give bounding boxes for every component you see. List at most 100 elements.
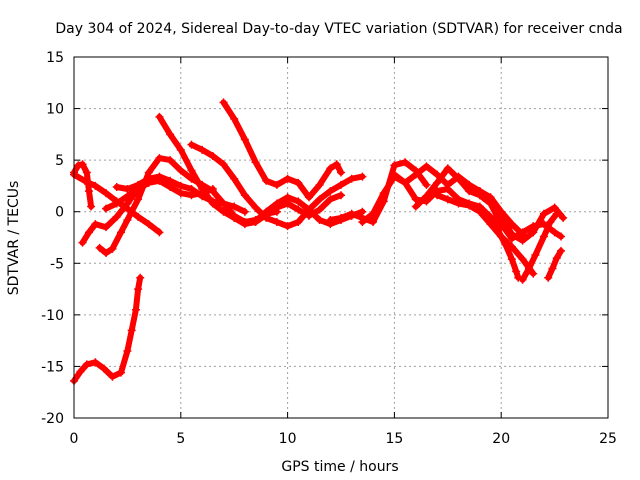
data-point xyxy=(262,176,271,185)
y-tick-label: -20 xyxy=(41,411,64,427)
data-point xyxy=(512,267,521,276)
data-point xyxy=(87,202,96,211)
data-point xyxy=(347,174,356,183)
data-point xyxy=(123,215,132,224)
data-point xyxy=(337,180,345,189)
data-point xyxy=(112,212,121,221)
data-point xyxy=(546,218,555,227)
series-arc-10 xyxy=(219,98,345,202)
data-point xyxy=(187,166,196,175)
data-point xyxy=(315,195,324,204)
data-point xyxy=(358,218,367,227)
data-point xyxy=(127,326,136,335)
data-point xyxy=(422,162,431,171)
x-tick-label: 25 xyxy=(599,431,617,447)
data-point xyxy=(78,238,87,247)
data-point xyxy=(548,264,557,273)
data-point xyxy=(518,236,527,245)
tick-layer: 0 5 10 15 20 25 -20 -15 -10 -5 0 5 10 15 xyxy=(41,50,617,447)
data-point xyxy=(507,230,516,239)
data-point xyxy=(134,285,143,294)
data-point xyxy=(144,220,153,229)
series-arc-19 xyxy=(518,209,561,284)
data-point xyxy=(108,244,117,253)
data-point xyxy=(208,199,217,208)
data-point xyxy=(411,170,420,179)
data-point xyxy=(272,218,281,227)
data-point xyxy=(272,203,281,212)
data-point xyxy=(422,192,431,201)
x-tick-label: 0 xyxy=(70,431,79,447)
x-axis-label: GPS time / hours xyxy=(281,459,398,475)
data-point xyxy=(240,220,249,229)
data-point xyxy=(326,164,335,173)
data-point xyxy=(390,170,399,179)
data-point xyxy=(443,195,452,204)
data-point xyxy=(550,228,559,237)
data-point xyxy=(294,218,303,227)
data-point xyxy=(240,191,249,200)
data-point xyxy=(123,346,132,355)
data-point xyxy=(134,195,143,204)
series-line xyxy=(519,210,560,283)
data-point xyxy=(501,240,510,249)
data-point xyxy=(531,251,540,260)
data-point xyxy=(102,223,111,232)
data-point xyxy=(78,160,87,169)
series-arc-9 xyxy=(187,140,367,231)
data-point xyxy=(155,228,164,237)
data-point xyxy=(123,185,132,194)
data-point xyxy=(155,154,164,163)
data-point xyxy=(486,215,495,224)
data-point xyxy=(433,191,442,200)
data-point xyxy=(337,213,345,222)
data-point xyxy=(230,213,239,222)
data-point xyxy=(166,182,175,191)
data-point xyxy=(443,164,452,173)
data-point xyxy=(529,228,538,237)
data-point xyxy=(559,213,568,222)
data-point xyxy=(315,205,324,214)
y-tick-label: 10 xyxy=(46,102,64,118)
data-point xyxy=(84,187,93,196)
data-point xyxy=(230,174,239,183)
series-line xyxy=(327,159,430,225)
data-point xyxy=(544,273,553,282)
data-point xyxy=(208,152,217,161)
data-point xyxy=(475,187,484,196)
data-point xyxy=(294,205,303,214)
data-point xyxy=(230,114,239,123)
data-point xyxy=(557,232,566,241)
plot-frame xyxy=(73,56,609,419)
data-point xyxy=(552,254,561,263)
series-line xyxy=(71,274,144,384)
data-point xyxy=(529,269,538,278)
data-point xyxy=(539,209,548,218)
data-point xyxy=(304,193,313,202)
data-point xyxy=(465,201,474,210)
data-point xyxy=(507,255,516,264)
data-point xyxy=(518,275,527,284)
series-line xyxy=(545,247,564,281)
data-point xyxy=(518,228,527,237)
grid-layer xyxy=(74,57,608,418)
data-point xyxy=(198,145,207,154)
data-point xyxy=(136,273,145,282)
data-point xyxy=(187,191,196,200)
chart-title: Day 304 of 2024, Sidereal Day-to-day VTE… xyxy=(55,21,622,37)
data-point xyxy=(82,168,91,177)
data-point xyxy=(219,98,228,107)
data-point xyxy=(155,112,164,121)
data-point xyxy=(283,174,292,183)
y-tick-label: 0 xyxy=(55,205,64,221)
data-point xyxy=(80,176,89,185)
series-arc-13 xyxy=(358,172,506,232)
data-point xyxy=(144,178,153,187)
data-point xyxy=(112,182,121,191)
x-tick-label: 20 xyxy=(492,431,510,447)
data-point xyxy=(337,191,345,200)
data-point xyxy=(251,218,260,227)
data-point xyxy=(219,160,228,169)
data-point xyxy=(272,180,281,189)
data-point xyxy=(219,199,228,208)
